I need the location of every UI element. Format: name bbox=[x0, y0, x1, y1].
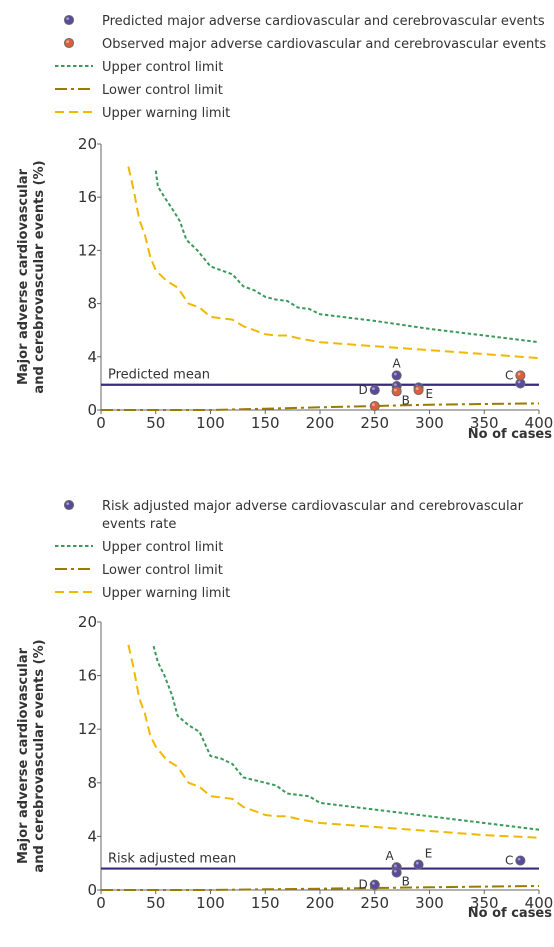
point-label: B bbox=[402, 875, 410, 889]
data-point-risk bbox=[391, 867, 402, 878]
legend-item: Upper warning limit bbox=[55, 106, 230, 121]
x-axis-label: No of cases bbox=[468, 906, 552, 921]
ucl-line bbox=[154, 170, 540, 344]
data-point-risk bbox=[369, 879, 380, 890]
point-label: C bbox=[505, 368, 513, 382]
legend-marker bbox=[63, 14, 75, 26]
y-tick-label: 20 bbox=[78, 613, 97, 631]
lcl-line bbox=[101, 402, 540, 411]
data-point-observed bbox=[515, 370, 526, 381]
legend-item: Observed major adverse cardiovascular an… bbox=[63, 37, 546, 52]
y-tick-label: 16 bbox=[78, 667, 97, 685]
legend-label-cont: events rate bbox=[102, 517, 176, 532]
y-tick-label: 8 bbox=[87, 295, 97, 313]
y-tick-label: 0 bbox=[87, 881, 97, 899]
legend-label: Upper warning limit bbox=[102, 106, 230, 121]
legend-label: Observed major adverse cardiovascular an… bbox=[102, 37, 546, 52]
point-label: A bbox=[393, 356, 402, 370]
legend-item: Upper control limit bbox=[55, 60, 223, 75]
legend-item: Upper control limit bbox=[55, 540, 223, 555]
legend-item: Lower control limit bbox=[55, 563, 223, 578]
x-tick-label: 350 bbox=[470, 894, 499, 912]
x-tick-label: 0 bbox=[96, 894, 106, 912]
y-tick-label: 20 bbox=[78, 135, 97, 153]
lcl-line bbox=[101, 885, 540, 891]
uwl-line bbox=[127, 166, 540, 360]
x-tick-label: 400 bbox=[525, 414, 554, 432]
legend-label: Upper control limit bbox=[102, 540, 223, 555]
x-tick-label: 300 bbox=[415, 414, 444, 432]
chart-panel-1: Predicted major adverse cardiovascular a… bbox=[16, 14, 553, 442]
y-axis-label-line1: Major adverse cardiovascular bbox=[16, 647, 31, 864]
x-tick-label: 0 bbox=[96, 414, 106, 432]
uwl-line bbox=[127, 644, 540, 839]
legend: Predicted major adverse cardiovascular a… bbox=[55, 14, 546, 121]
x-tick-label: 200 bbox=[306, 894, 335, 912]
y-tick-label: 4 bbox=[87, 348, 97, 366]
x-tick-label: 150 bbox=[251, 414, 280, 432]
y-axis-label-line2: and cerebrovascular events (%) bbox=[32, 160, 47, 393]
x-tick-label: 350 bbox=[470, 414, 499, 432]
legend: Risk adjusted major adverse cardiovascul… bbox=[55, 499, 524, 601]
y-tick-label: 12 bbox=[78, 720, 97, 738]
point-label: A bbox=[386, 849, 395, 863]
legend-item: Upper warning limit bbox=[55, 586, 230, 601]
mean-label: Risk adjusted mean bbox=[108, 852, 236, 867]
legend-item: Risk adjusted major adverse cardiovascul… bbox=[63, 499, 524, 532]
data-point-risk bbox=[413, 859, 424, 870]
legend-marker bbox=[63, 37, 75, 49]
legend-label: Lower control limit bbox=[102, 83, 223, 98]
y-tick-label: 4 bbox=[87, 827, 97, 845]
point-label: B bbox=[402, 393, 410, 407]
ucl-line bbox=[152, 645, 540, 831]
legend-item: Lower control limit bbox=[55, 83, 223, 98]
legend-label: Predicted major adverse cardiovascular a… bbox=[102, 14, 545, 29]
legend-label: Upper control limit bbox=[102, 60, 223, 75]
y-axis-label-line1: Major adverse cardiovascular bbox=[16, 168, 31, 385]
y-axis-label: Major adverse cardiovascular and cerebrov… bbox=[16, 160, 47, 393]
x-tick-label: 250 bbox=[360, 414, 389, 432]
legend-marker bbox=[63, 499, 75, 511]
chart-panel-2: Risk adjusted major adverse cardiovascul… bbox=[16, 499, 553, 921]
x-tick-label: 150 bbox=[251, 894, 280, 912]
x-tick-label: 200 bbox=[306, 414, 335, 432]
x-tick-label: 100 bbox=[196, 414, 225, 432]
point-label: D bbox=[359, 878, 368, 892]
legend-label: Upper warning limit bbox=[102, 586, 230, 601]
point-label: D bbox=[359, 383, 368, 397]
x-tick-label: 250 bbox=[360, 894, 389, 912]
data-point-observed bbox=[391, 386, 402, 397]
mean-label: Predicted mean bbox=[108, 368, 210, 383]
data-point-risk bbox=[515, 855, 526, 866]
y-tick-label: 8 bbox=[87, 774, 97, 792]
y-tick-label: 0 bbox=[87, 401, 97, 419]
legend-item: Predicted major adverse cardiovascular a… bbox=[63, 14, 545, 29]
y-tick-label: 12 bbox=[78, 241, 97, 259]
x-tick-label: 400 bbox=[525, 894, 554, 912]
x-tick-label: 300 bbox=[415, 894, 444, 912]
x-tick-label: 100 bbox=[196, 894, 225, 912]
point-label: C bbox=[505, 854, 513, 868]
point-label: E bbox=[425, 847, 433, 861]
y-tick-label: 16 bbox=[78, 188, 97, 206]
x-tick-label: 50 bbox=[146, 414, 165, 432]
y-axis-label: Major adverse cardiovascular and cerebrov… bbox=[16, 639, 47, 872]
y-axis-label-line2: and cerebrovascular events (%) bbox=[32, 639, 47, 872]
data-point-observed bbox=[369, 400, 380, 412]
x-axis-label: No of cases bbox=[468, 427, 552, 442]
data-point-predicted bbox=[391, 370, 402, 381]
x-tick-label: 50 bbox=[146, 894, 165, 912]
data-point-predicted bbox=[369, 384, 380, 396]
data-point-observed bbox=[413, 384, 424, 396]
point-label: E bbox=[426, 387, 434, 401]
legend-label: Risk adjusted major adverse cardiovascul… bbox=[102, 499, 524, 514]
legend-label: Lower control limit bbox=[102, 563, 223, 578]
